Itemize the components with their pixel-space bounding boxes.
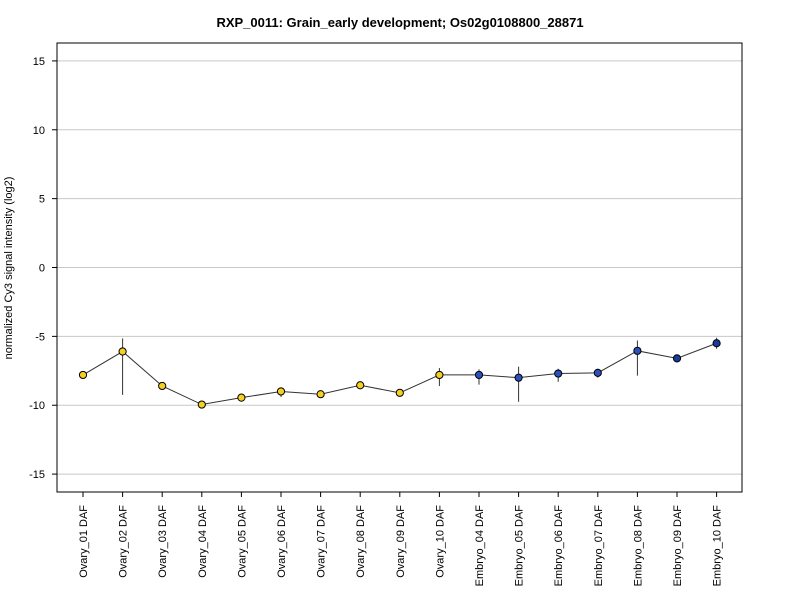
x-tick-label: Embryo_05 DAF: [514, 505, 526, 587]
data-point: [593, 368, 602, 377]
data-point: [554, 369, 563, 378]
axes: -15 -10 -5 0 5 10 15 Ovary_01 DAF Ovary_02 DAF Ov…: [29, 56, 724, 586]
x-tick-label: Ovary_06 DAF: [276, 505, 288, 578]
data-point: [633, 346, 642, 355]
x-tick-label: Ovary_01 DAF: [78, 505, 90, 578]
data-point: [197, 400, 206, 409]
chart-title: RXP_0011: Grain_early development; Os02g…: [216, 15, 583, 30]
data-point: [514, 373, 523, 382]
y-tick-label: -10: [29, 400, 45, 412]
data-point: [672, 354, 682, 363]
x-tick-label: Ovary_04 DAF: [197, 505, 209, 578]
data-point: [276, 387, 286, 396]
x-tick-label: Embryo_09 DAF: [672, 505, 684, 587]
x-tick-label: Ovary_09 DAF: [395, 505, 407, 578]
data-point: [474, 370, 484, 380]
x-tick-label: Ovary_07 DAF: [316, 505, 328, 578]
x-tick-label: Embryo_07 DAF: [593, 505, 605, 587]
grid-lines: [57, 60, 742, 475]
x-tick-label: Embryo_10 DAF: [712, 505, 724, 587]
data-point: [356, 381, 365, 390]
y-tick-label: -5: [35, 331, 45, 343]
x-tick-label: Ovary_08 DAF: [355, 505, 367, 578]
data-point: [237, 393, 246, 402]
data-point: [435, 370, 444, 380]
x-tick-label: Ovary_05 DAF: [236, 505, 248, 578]
y-tick-label: 10: [33, 125, 45, 137]
data-point: [395, 388, 404, 397]
data-point: [78, 370, 88, 380]
y-axis-label: normalized Cy3 signal intensity (log2): [3, 177, 15, 360]
y-tick-label: 0: [39, 263, 45, 275]
data-point: [158, 381, 167, 391]
data-layer: [78, 337, 721, 409]
x-tick-label: Ovary_10 DAF: [434, 505, 446, 578]
x-tick-label: Ovary_02 DAF: [118, 505, 130, 578]
x-tick-label: Ovary_03 DAF: [157, 505, 169, 578]
x-tick-label: Embryo_08 DAF: [632, 505, 644, 587]
data-point: [316, 390, 325, 399]
x-tick-label: Embryo_04 DAF: [474, 505, 486, 587]
data-point: [712, 339, 721, 348]
y-tick-label: 5: [39, 194, 45, 206]
y-tick-label: 15: [33, 56, 45, 68]
data-point: [118, 347, 127, 356]
x-tick-label: Embryo_06 DAF: [553, 505, 565, 587]
plot-frame: [56, 42, 743, 493]
y-tick-label: -15: [29, 469, 45, 481]
